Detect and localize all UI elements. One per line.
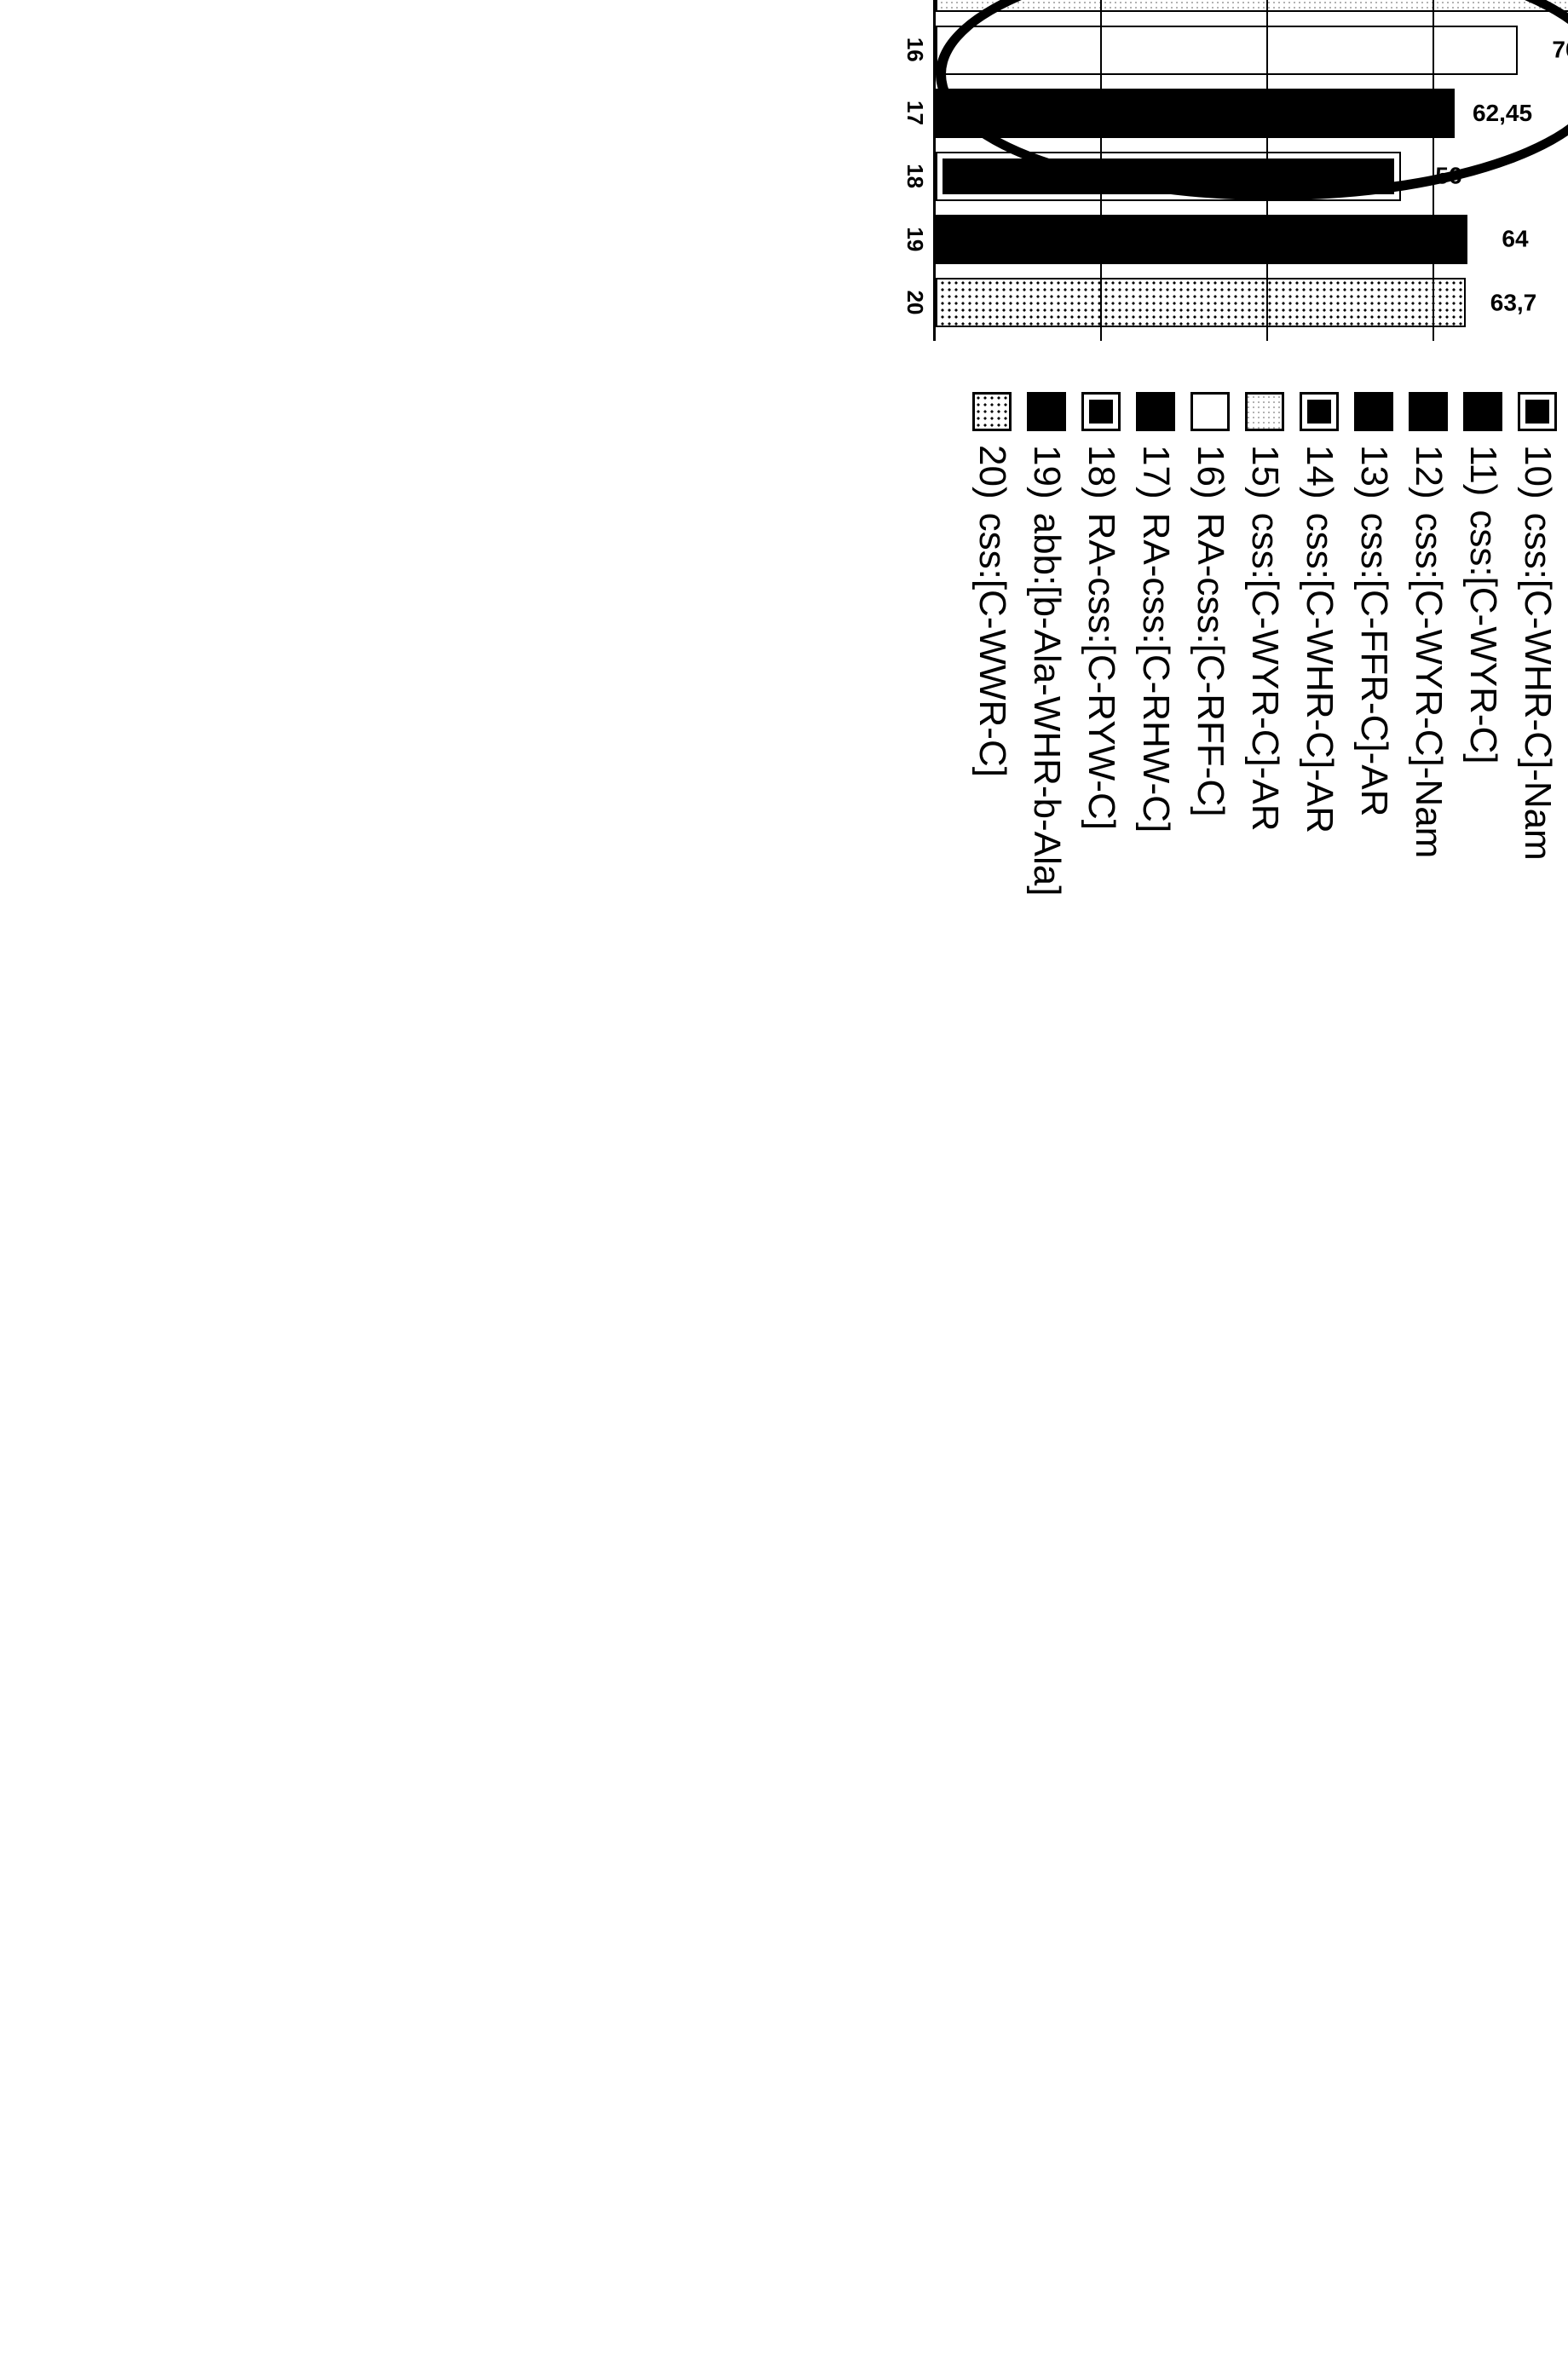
bar-value-label: 64 bbox=[1502, 226, 1529, 253]
legend-number: 10) bbox=[1516, 445, 1559, 499]
legend-swatch bbox=[1081, 392, 1121, 431]
legend-item: 10) css:[C-WHR-C]-Nam bbox=[1516, 392, 1559, 1125]
legend-item: 19) abb:[b-Ala-WHR-b-Ala] bbox=[1025, 392, 1068, 1125]
legend-number: 17) bbox=[1134, 445, 1177, 499]
legend-label: abb:[b-Ala-WHR-b-Ala] bbox=[1025, 513, 1068, 896]
legend-label: css:[C-WYR-C] bbox=[1461, 510, 1504, 764]
legend-label: css:[C-WYR-C]-AR bbox=[1243, 513, 1286, 832]
bar-wrap: 63,7 bbox=[936, 271, 1568, 334]
legend: 1)Ac-css:[C-FFR-C]2)Ac-css:[C-FFR-C]-Nam… bbox=[835, 392, 1568, 1125]
bar bbox=[936, 152, 1401, 201]
plot-container: 10032,8585106121,440,7113,772,553,359,98… bbox=[835, 0, 1568, 341]
bar-wrap: 64 bbox=[936, 208, 1568, 271]
legend-number: 13) bbox=[1352, 445, 1395, 499]
legend-swatch bbox=[1245, 392, 1284, 431]
content-row: 钙流 %标准化的抑制率 10032,8585106121,440,7113,77… bbox=[835, 0, 1568, 1125]
legend-label: css:[C-FFR-C]-AR bbox=[1352, 513, 1395, 817]
x-tick-label: 16 bbox=[902, 18, 928, 81]
legend-swatch bbox=[1518, 392, 1557, 431]
legend-swatch bbox=[1409, 392, 1448, 431]
x-tick-label: 19 bbox=[902, 208, 928, 271]
legend-swatch bbox=[1463, 392, 1502, 431]
bar-value-label: 62,45 bbox=[1473, 100, 1532, 127]
legend-item: 14) css:[C-WHR-C]-AR bbox=[1298, 392, 1340, 1125]
legend-number: 20) bbox=[971, 445, 1013, 499]
legend-swatch bbox=[972, 392, 1012, 431]
bar-value-label: 56 bbox=[1436, 163, 1462, 190]
bar bbox=[936, 278, 1466, 327]
x-ticks: SDFAMD1234567891011121314151617181920 bbox=[902, 0, 933, 341]
legend-item: 15) css:[C-WYR-C]-AR bbox=[1243, 392, 1286, 1125]
legend-swatch bbox=[1354, 392, 1393, 431]
legend-label: css:[C-WYR-C]-Nam bbox=[1407, 513, 1450, 859]
legend-number: 12) bbox=[1407, 445, 1450, 499]
legend-number: 11) bbox=[1461, 445, 1504, 496]
x-tick-label: 18 bbox=[902, 145, 928, 208]
legend-item: 17) RA-css:[C-RHW-C] bbox=[1134, 392, 1177, 1125]
bar-wrap: 70 bbox=[936, 19, 1568, 82]
legend-item: 20) css:[C-WWR-C] bbox=[971, 392, 1013, 1125]
legend-label: RA-css:[C-RFF-C] bbox=[1189, 513, 1231, 817]
bar bbox=[936, 26, 1518, 75]
gridline bbox=[1100, 0, 1102, 341]
chart-body: %标准化的抑制率 10032,8585106121,440,7113,772,5… bbox=[835, 0, 1568, 341]
x-tick-label: 20 bbox=[902, 271, 928, 334]
legend-item: 12) css:[C-WYR-C]-Nam bbox=[1407, 392, 1450, 1125]
legend-item: 11) css:[C-WYR-C] bbox=[1461, 392, 1504, 1125]
legend-swatch bbox=[1300, 392, 1339, 431]
legend-item: 16) RA-css:[C-RFF-C] bbox=[1189, 392, 1231, 1125]
legend-number: 19) bbox=[1025, 445, 1068, 499]
legend-item: 18) RA-css:[C-RYW-C] bbox=[1080, 392, 1122, 1125]
gridline bbox=[1266, 0, 1268, 341]
bar-value-label: 63,7 bbox=[1490, 289, 1536, 316]
legend-number: 15) bbox=[1243, 445, 1286, 499]
bar-value-label: 70 bbox=[1552, 37, 1568, 64]
legend-label: css:[C-WHR-C]-AR bbox=[1298, 513, 1340, 833]
x-tick-label: 15 bbox=[902, 0, 928, 18]
legend-item: 13) css:[C-FFR-C]-AR bbox=[1352, 392, 1395, 1125]
legend-swatch bbox=[1136, 392, 1175, 431]
bar-wrap: 62,45 bbox=[936, 82, 1568, 145]
x-tick-label: 17 bbox=[902, 81, 928, 144]
bar bbox=[936, 89, 1455, 138]
legend-number: 18) bbox=[1080, 445, 1122, 499]
bar-wrap: 85,45 bbox=[936, 0, 1568, 19]
x-axis-label: 肽 bbox=[835, 0, 885, 341]
gridline bbox=[1433, 0, 1434, 341]
bar-wrap: 56 bbox=[936, 145, 1568, 208]
legend-swatch bbox=[1190, 392, 1230, 431]
bars-container: 10032,8585106121,440,7113,772,553,359,98… bbox=[936, 0, 1568, 341]
page: 钙释放的评估 钙流 %标准化的抑制率 10032,8585106121,440,… bbox=[784, 0, 1568, 1159]
bar bbox=[936, 215, 1467, 264]
legend-label: css:[C-WWR-C] bbox=[971, 513, 1013, 777]
bar bbox=[936, 0, 1568, 12]
legend-number: 14) bbox=[1298, 445, 1340, 499]
plot: 10032,8585106121,440,7113,772,553,359,98… bbox=[933, 0, 1568, 341]
legend-number: 16) bbox=[1189, 445, 1231, 499]
legend-label: css:[C-WHR-C]-Nam bbox=[1516, 513, 1559, 861]
legend-swatch bbox=[1027, 392, 1066, 431]
chart-area: 钙流 %标准化的抑制率 10032,8585106121,440,7113,77… bbox=[835, 0, 1568, 341]
legend-label: RA-css:[C-RYW-C] bbox=[1080, 513, 1122, 830]
legend-label: RA-css:[C-RHW-C] bbox=[1134, 513, 1177, 833]
